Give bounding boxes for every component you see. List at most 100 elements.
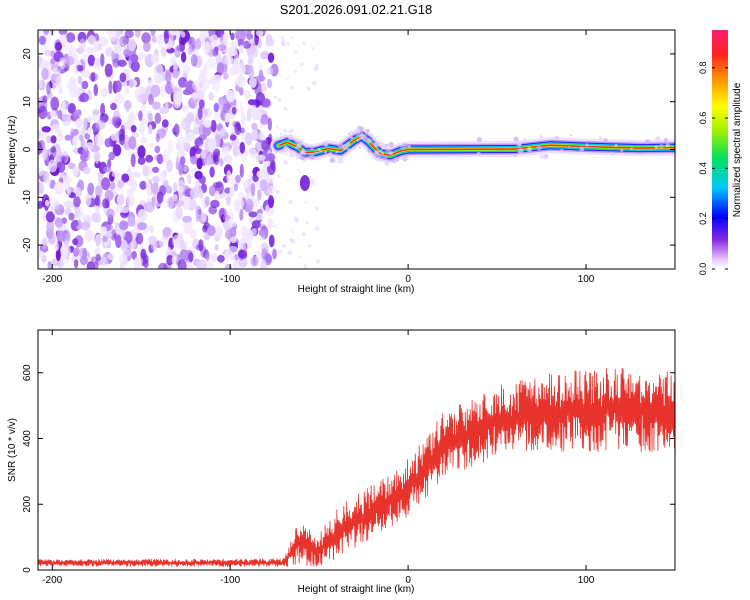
heatmap-noise-cell [228, 246, 238, 253]
heatmap-noise-cell [38, 105, 48, 120]
heatmap-noise-cell [163, 30, 169, 44]
heatmap-noise-cell [256, 154, 266, 161]
heatmap-noise-speck [298, 170, 302, 173]
heatmap-noise-cell [220, 128, 226, 137]
heatmap-noise-cell [210, 253, 218, 263]
heatmap-noise-speck [281, 43, 285, 47]
heatmap-ridge-speck [310, 155, 315, 161]
heatmap-noise-cell [182, 64, 191, 75]
heatmap-noise-cell [94, 196, 100, 206]
heatmap-noise-cell [196, 259, 207, 269]
heatmap-noise-cell [210, 119, 217, 133]
heatmap-noise-cell [185, 131, 196, 142]
heatmap-noise-cell [147, 142, 156, 149]
heatmap-noise-cell [192, 80, 202, 91]
heatmap-noise-cell [102, 236, 108, 243]
heatmap-noise-cell [200, 212, 207, 223]
heatmap-ridge-speck [388, 151, 394, 156]
heatmap-ridge-speck [303, 152, 307, 156]
snr-y-label: SNR (10 * v/v) [7, 418, 18, 482]
heatmap-noise-cell [266, 67, 274, 76]
heatmap-noise-speck [306, 86, 311, 91]
heatmap-ridge-speck [352, 146, 355, 150]
heatmap-noise-speck [286, 41, 291, 46]
heatmap-noise-cell [102, 198, 109, 209]
heatmap-noise-cell [83, 141, 88, 151]
heatmap-noise-cell [266, 153, 276, 162]
heatmap-noise-cell [181, 104, 190, 113]
heatmap-noise-cell [260, 258, 267, 269]
heatmap-noise-cell [123, 49, 131, 57]
heatmap-noise-speck [314, 206, 319, 211]
heatmap-noise-cell [130, 60, 140, 72]
heatmap-noise-cell [119, 35, 128, 48]
heatmap-noise-cell [254, 82, 263, 97]
heatmap-noise-speck [285, 153, 288, 156]
snr-x-tick-label: -100 [220, 575, 240, 586]
heatmap-noise-cell [263, 170, 268, 178]
heatmap-ridge-speck [341, 144, 348, 150]
heatmap-noise-cell [100, 53, 105, 67]
heatmap-ridge-speck [350, 136, 354, 140]
heatmap-noise-cell [212, 74, 222, 82]
spectrogram-x-tick-label: -100 [220, 274, 240, 285]
heatmap-noise-cell [46, 219, 55, 234]
heatmap-noise-cell [138, 110, 143, 122]
heatmap-noise-cell [40, 44, 49, 51]
heatmap-noise-cell [40, 59, 50, 70]
heatmap-noise-cell [272, 248, 277, 260]
heatmap-noise-cell [216, 62, 225, 76]
heatmap-ridge-speck [287, 134, 294, 141]
heatmap-noise-cell [239, 163, 244, 178]
spectrogram-x-tick-label: 0 [405, 274, 411, 285]
snr-y-tick-label: 0 [22, 567, 33, 573]
snr-y-tick-label: 400 [22, 430, 33, 447]
heatmap-noise-cell [224, 263, 232, 269]
heatmap-noise-cell [165, 70, 172, 84]
heatmap-noise-region [38, 30, 321, 269]
heatmap-ridge-speck [320, 149, 323, 153]
heatmap-noise-cell [80, 221, 91, 231]
heatmap-noise-cell [217, 254, 225, 263]
heatmap-noise-cell [240, 112, 246, 126]
heatmap-ridge-speck [347, 132, 350, 136]
spectrogram-y-label: Frequency (Hz) [7, 116, 18, 185]
heatmap-noise-cell [46, 135, 53, 144]
heatmap-ridge-speck [539, 134, 543, 139]
heatmap-noise-cell [123, 100, 132, 110]
heatmap-noise-cell [162, 148, 171, 162]
heatmap-noise-cell [199, 74, 206, 86]
heatmap-noise-cell [166, 255, 174, 266]
heatmap-ridge-speck [658, 144, 664, 149]
heatmap-noise-cell [93, 40, 100, 53]
heatmap-noise-cell [203, 41, 211, 55]
heatmap-ridge-speck [620, 148, 624, 152]
heatmap-noise-cell [208, 92, 214, 101]
heatmap-noise-cell [239, 102, 244, 115]
heatmap-noise-cell [251, 122, 258, 130]
spectrogram-x-tick-label: -200 [42, 274, 62, 285]
heatmap-ridge-speck [400, 144, 407, 151]
heatmap-noise-cell [139, 52, 148, 59]
heatmap-noise-cell [237, 63, 246, 76]
colorbar-tick-label: 0.4 [698, 162, 708, 175]
heatmap-noise-cell [61, 100, 66, 114]
heatmap-noise-speck [297, 168, 300, 171]
heatmap-ridge-speck [277, 144, 280, 147]
heatmap-noise-cell [154, 145, 161, 154]
heatmap-noise-cell [141, 32, 151, 44]
heatmap-noise-cell [175, 205, 183, 220]
heatmap-noise-cell [154, 112, 162, 125]
heatmap-noise-cell [82, 247, 88, 261]
heatmap-noise-cell [172, 182, 178, 193]
heatmap-noise-speck [276, 227, 279, 230]
heatmap-noise-speck [286, 77, 289, 80]
colorbar-ticks: 0.0 0.2 0.4 0.6 0.8 [698, 61, 728, 275]
heatmap-noise-cell [68, 212, 75, 221]
heatmap-noise-cell [188, 252, 194, 263]
heatmap-noise-cell [111, 116, 117, 127]
heatmap-noise-cell [173, 123, 180, 137]
snr-x-tick-label: 0 [405, 575, 411, 586]
heatmap-noise-cell [115, 30, 120, 44]
heatmap-noise-speck [315, 259, 321, 264]
